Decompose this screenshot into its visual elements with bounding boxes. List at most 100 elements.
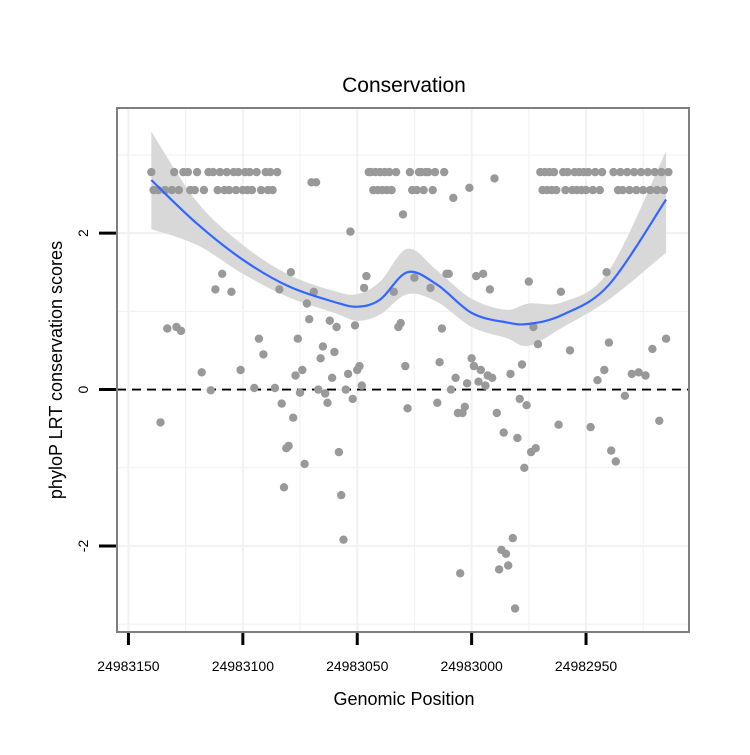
data-point [256, 185, 266, 195]
data-point [581, 185, 591, 195]
data-point [465, 183, 474, 192]
data-point [213, 185, 222, 195]
data-point [460, 402, 469, 411]
data-point [176, 326, 186, 336]
data-point [398, 210, 408, 219]
data-point [192, 167, 202, 177]
data-point [346, 227, 355, 236]
data-point [488, 373, 497, 382]
data-point [231, 185, 241, 195]
data-point [627, 369, 636, 379]
data-point [291, 371, 300, 380]
panel-frame [116, 107, 690, 633]
data-point [467, 354, 476, 363]
data-point [362, 271, 371, 281]
data-point [609, 167, 618, 177]
data-point [163, 324, 172, 333]
data-point [357, 381, 366, 390]
data-point [648, 344, 657, 354]
data-point [515, 394, 524, 404]
data-point [604, 338, 614, 347]
data-point [449, 193, 458, 203]
data-point [652, 185, 662, 195]
data-point [659, 185, 668, 195]
data-point [167, 185, 177, 195]
data-point [222, 167, 231, 177]
data-point [634, 368, 643, 377]
data-point [607, 446, 616, 455]
data-point [334, 447, 344, 457]
data-point [531, 444, 540, 453]
data-point [218, 269, 227, 278]
data-point [623, 167, 632, 177]
data-point [174, 185, 183, 195]
data-point [183, 167, 193, 177]
data-point [254, 334, 264, 343]
data-point [147, 167, 156, 177]
smooth-curve [150, 179, 668, 326]
smooth-line [150, 179, 668, 326]
data-point [341, 385, 350, 394]
data-point [215, 167, 225, 177]
data-point [650, 167, 659, 177]
data-point [323, 398, 332, 407]
data-point [424, 167, 433, 177]
data-point [643, 167, 652, 177]
data-point [337, 490, 346, 500]
data-point [316, 354, 325, 363]
data-point [478, 269, 488, 278]
data-point [275, 285, 284, 294]
data-point [211, 285, 220, 294]
x-tick-label: 24983150 [97, 658, 160, 674]
data-point [499, 428, 508, 437]
data-point [405, 167, 415, 177]
data-point [510, 604, 520, 613]
data-point [472, 271, 481, 281]
x-tick-label: 24983000 [440, 658, 503, 674]
data-point [529, 322, 538, 332]
data-point [227, 287, 236, 296]
data-point [245, 167, 254, 177]
data-point [266, 167, 275, 177]
data-point [170, 167, 179, 177]
chart-title: Conservation [342, 74, 466, 97]
y-tick-label: 0 [75, 385, 91, 393]
data-point [591, 167, 600, 177]
data-point [401, 361, 410, 371]
data-point [259, 350, 268, 359]
data-point [597, 167, 607, 177]
data-point [348, 394, 357, 404]
data-point [289, 413, 298, 422]
data-point [632, 185, 641, 195]
data-point [639, 185, 648, 195]
data-point [629, 167, 639, 177]
data-point [224, 185, 234, 195]
data-point [437, 324, 447, 333]
data-point [156, 418, 165, 427]
data-point [602, 268, 611, 277]
data-point [419, 185, 428, 195]
data-point [391, 167, 401, 177]
data-point [410, 273, 419, 282]
data-point [430, 167, 440, 177]
data-point [492, 408, 501, 418]
data-point [190, 185, 199, 195]
data-point [494, 565, 504, 574]
data-point [286, 268, 296, 277]
x-tick-label: 24983050 [326, 658, 389, 674]
x-axis-label: Genomic Position [333, 689, 474, 709]
data-point [462, 379, 472, 388]
data-point [302, 299, 312, 308]
data-point [350, 321, 360, 330]
data-point [412, 185, 421, 195]
data-point [444, 269, 453, 278]
data-point [252, 167, 261, 177]
data-point [440, 167, 449, 177]
data-point [343, 369, 353, 379]
data-point [616, 167, 625, 177]
data-point [641, 371, 650, 380]
data-point [318, 342, 328, 351]
data-point [293, 334, 302, 343]
data-point [554, 420, 563, 429]
